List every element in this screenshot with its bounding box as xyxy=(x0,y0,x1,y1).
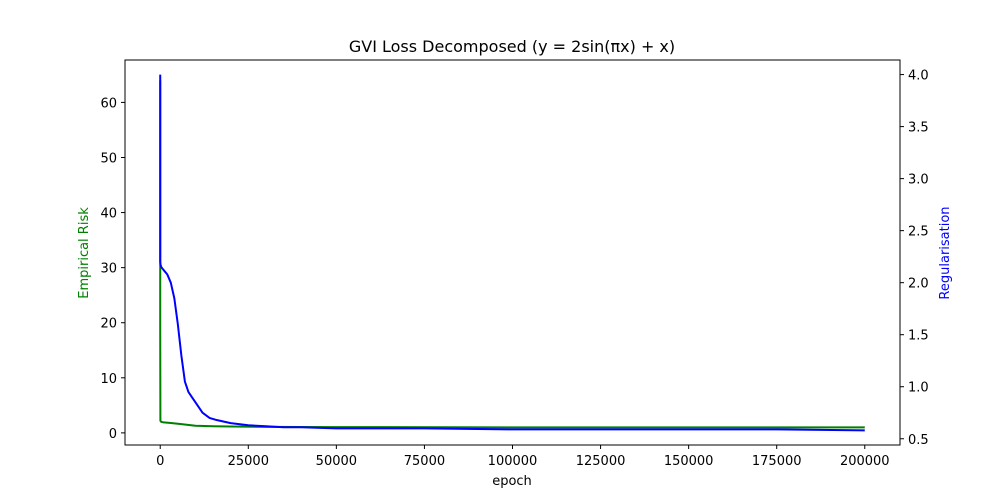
y-left-tick-label: 20 xyxy=(100,317,117,332)
plot-area xyxy=(124,59,901,446)
y-right-tick-label: 1.0 xyxy=(908,381,929,396)
x-tick-label: 200000 xyxy=(840,454,890,469)
x-axis-ticks: 0 25000 50000 75000 100000 125000 150000 175000… xyxy=(156,445,890,469)
plot-frame xyxy=(124,59,901,446)
empirical-risk-line xyxy=(159,80,865,429)
x-axis-title: epoch xyxy=(492,474,532,489)
y-right-tick-label: 0.5 xyxy=(908,433,929,448)
regularisation-line xyxy=(159,74,865,432)
y-left-axis-ticks: 0 10 20 30 40 50 60 xyxy=(100,96,125,442)
y-left-tick-label: 60 xyxy=(100,96,117,111)
y-left-tick-label: 40 xyxy=(100,207,117,222)
y-left-tick-label: 0 xyxy=(109,427,117,442)
y-right-axis-ticks: 0.5 1.0 1.5 2.0 2.5 3.0 3.5 4.0 xyxy=(900,69,929,448)
series-layer xyxy=(159,74,865,432)
x-tick-label: 175000 xyxy=(752,454,802,469)
y-right-tick-label: 3.0 xyxy=(908,173,929,188)
y-right-tick-label: 1.5 xyxy=(908,329,929,344)
x-tick-label: 125000 xyxy=(576,454,626,469)
y-left-tick-label: 50 xyxy=(100,151,117,166)
y-left-tick-label: 30 xyxy=(100,262,117,277)
x-tick-label: 0 xyxy=(156,454,164,469)
y-right-axis-title: Regularisation xyxy=(938,206,953,299)
chart-title: GVI Loss Decomposed (y = 2sin(πx) + x) xyxy=(349,37,675,56)
x-tick-label: 50000 xyxy=(316,454,357,469)
y-left-tick-label: 10 xyxy=(100,372,117,387)
y-right-tick-label: 2.0 xyxy=(908,277,929,292)
y-right-tick-label: 4.0 xyxy=(908,69,929,84)
x-tick-label: 150000 xyxy=(664,454,714,469)
x-tick-label: 25000 xyxy=(228,454,269,469)
y-right-tick-label: 2.5 xyxy=(908,225,929,240)
x-tick-label: 100000 xyxy=(488,454,538,469)
y-left-axis-title: Empirical Risk xyxy=(77,207,92,299)
x-tick-label: 75000 xyxy=(404,454,445,469)
y-right-tick-label: 3.5 xyxy=(908,121,929,136)
